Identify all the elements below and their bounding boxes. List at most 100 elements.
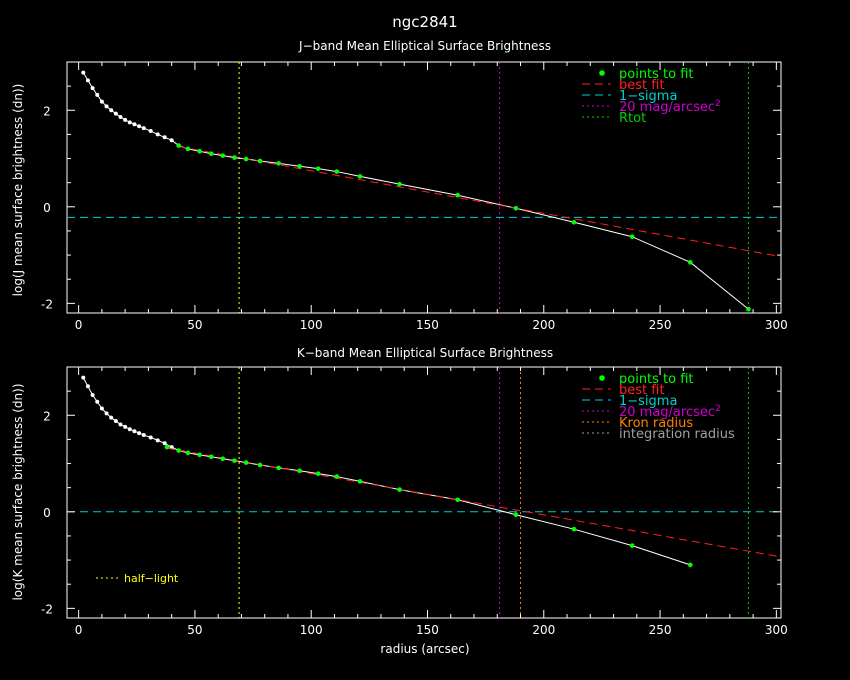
j-band-fit-point [629, 234, 635, 240]
k-band-fit-point [357, 479, 363, 484]
k-band-fit-point [315, 471, 321, 476]
k-band-profile-point [132, 429, 137, 434]
k-band-xtick-label: 200 [532, 623, 555, 637]
j-band-fit-point [276, 161, 281, 166]
k-band-profile-point [127, 427, 132, 432]
k-band-ylabel: log(K mean surface brightness (dn)) [11, 383, 25, 600]
k-band-title: K−band Mean Elliptical Surface Brightnes… [297, 346, 553, 360]
j-band-fit-point [455, 192, 461, 198]
j-band-fit-point [197, 148, 202, 154]
j-band-legend-label: Rtot [619, 111, 646, 126]
k-band-fit-point [232, 458, 237, 463]
k-band-profile-point [81, 375, 86, 380]
j-band-fit-point [746, 306, 751, 312]
j-band-profile-point [104, 104, 109, 109]
k-band-profile-point [85, 384, 90, 389]
k-band-plot-area: 0 50 100 150 200 250 300 -2 0 2 [41, 367, 788, 637]
j-band-axes-frame [66, 61, 782, 314]
j-band-legend-label: best fit [619, 78, 665, 93]
j-band-profile-point [118, 115, 123, 120]
j-band-profile-point [109, 108, 114, 113]
k-band-profile-point [148, 435, 153, 440]
k-band-fit-point [276, 465, 281, 471]
j-band-profile-point [81, 70, 86, 75]
k-band-fit-point [455, 497, 461, 503]
j-band-fit-point [220, 153, 226, 158]
k-band-profile-point [104, 411, 109, 416]
k-band-legend-label: integration radius [619, 427, 735, 442]
figure-title: ngc2841 [392, 13, 457, 31]
j-band-fit-point [334, 169, 340, 174]
k-band-legend-label: 20 mag/arcsec2 [619, 404, 721, 420]
k-band-fit-point [397, 487, 402, 492]
k-band-fit-point [208, 454, 214, 460]
k-band-profile-point [123, 424, 128, 429]
j-band-profile-point [137, 124, 142, 129]
j-band-fit-point [257, 158, 263, 164]
k-band-profile-point [113, 419, 118, 424]
j-band-profile-point [99, 99, 104, 104]
k-band-profile-point [169, 445, 174, 450]
j-band-profile-point [132, 122, 137, 127]
k-band-profile-point [162, 441, 167, 446]
k-band-xtick-label: 0 [75, 623, 83, 637]
j-band-profile-point [113, 111, 118, 116]
k-band-axes-frame [66, 366, 782, 619]
j-band-fit-point [315, 166, 321, 171]
j-band-fit-point [176, 143, 181, 148]
j-band-legend-label: points to fit [619, 67, 694, 82]
k-band-profile-point [109, 415, 114, 420]
j-band-xtick-label: 150 [416, 318, 439, 332]
k-band-fit-point [334, 474, 340, 479]
j-band-ylabel: log(J mean surface brightness (dn)) [11, 84, 25, 297]
j-band-plot-area: 0 50 100 150 200 250 300 -2 0 2 [41, 62, 788, 332]
j-band-profile-point [162, 135, 167, 140]
k-band-profile-point [99, 406, 104, 411]
k-band-legend-label: points to fit [619, 372, 694, 387]
k-band-fit-point [513, 512, 519, 518]
k-band-plot-clip [67, 367, 781, 618]
j-band-fit-point [357, 174, 363, 179]
j-band-chart: J−band Mean Elliptical Surface Brightnes… [11, 39, 788, 332]
j-band-profile-point [95, 92, 100, 97]
j-band-profile-point [141, 126, 146, 131]
j-band-xtick-label: 300 [765, 318, 788, 332]
k-band-xtick-label: 100 [300, 623, 323, 637]
j-band-fit-point [232, 155, 237, 160]
k-band-xtick-label: 150 [416, 623, 439, 637]
k-band-ytick-label: 0 [43, 506, 51, 520]
k-band-xtick-label: 250 [649, 623, 672, 637]
k-band-profile-point [118, 422, 123, 427]
k-band-profile-point [137, 431, 142, 436]
j-band-ytick-label: 2 [43, 104, 51, 118]
k-band-fit-point [176, 448, 181, 453]
j-band-fit-point [571, 219, 577, 225]
j-band-fit-point [208, 151, 214, 157]
j-band-legend-label: 20 mag/arcsec2 [619, 99, 721, 115]
k-band-fit-point [220, 456, 226, 462]
k-band-chart: K−band Mean Elliptical Surface Brightnes… [11, 346, 788, 656]
j-band-legend-marker [599, 70, 605, 76]
k-band-fit-point [687, 562, 693, 568]
j-band-legend-label: 1−sigma [619, 89, 677, 104]
j-band-xtick-label: 100 [300, 318, 323, 332]
j-band-profile-point [169, 138, 174, 143]
j-band-profile-point [90, 86, 95, 91]
k-band-fit-point [243, 460, 249, 465]
k-band-legend-label: Kron radius [619, 416, 693, 431]
k-band-fit-point [629, 543, 635, 548]
j-band-xtick-label: 0 [75, 318, 83, 332]
k-band-profile-point [155, 438, 160, 443]
j-band-ytick-label: -2 [41, 297, 53, 311]
k-band-fit-point [297, 468, 302, 474]
j-band-xtick-label: 200 [532, 318, 555, 332]
j-band-profile-point [155, 132, 160, 137]
j-band-xtick-label: 50 [187, 318, 202, 332]
k-band-fit-point [185, 450, 191, 456]
k-band-ytick-label: 2 [43, 409, 51, 423]
j-band-fit-point [243, 156, 249, 162]
j-band-plot-clip [67, 62, 781, 313]
